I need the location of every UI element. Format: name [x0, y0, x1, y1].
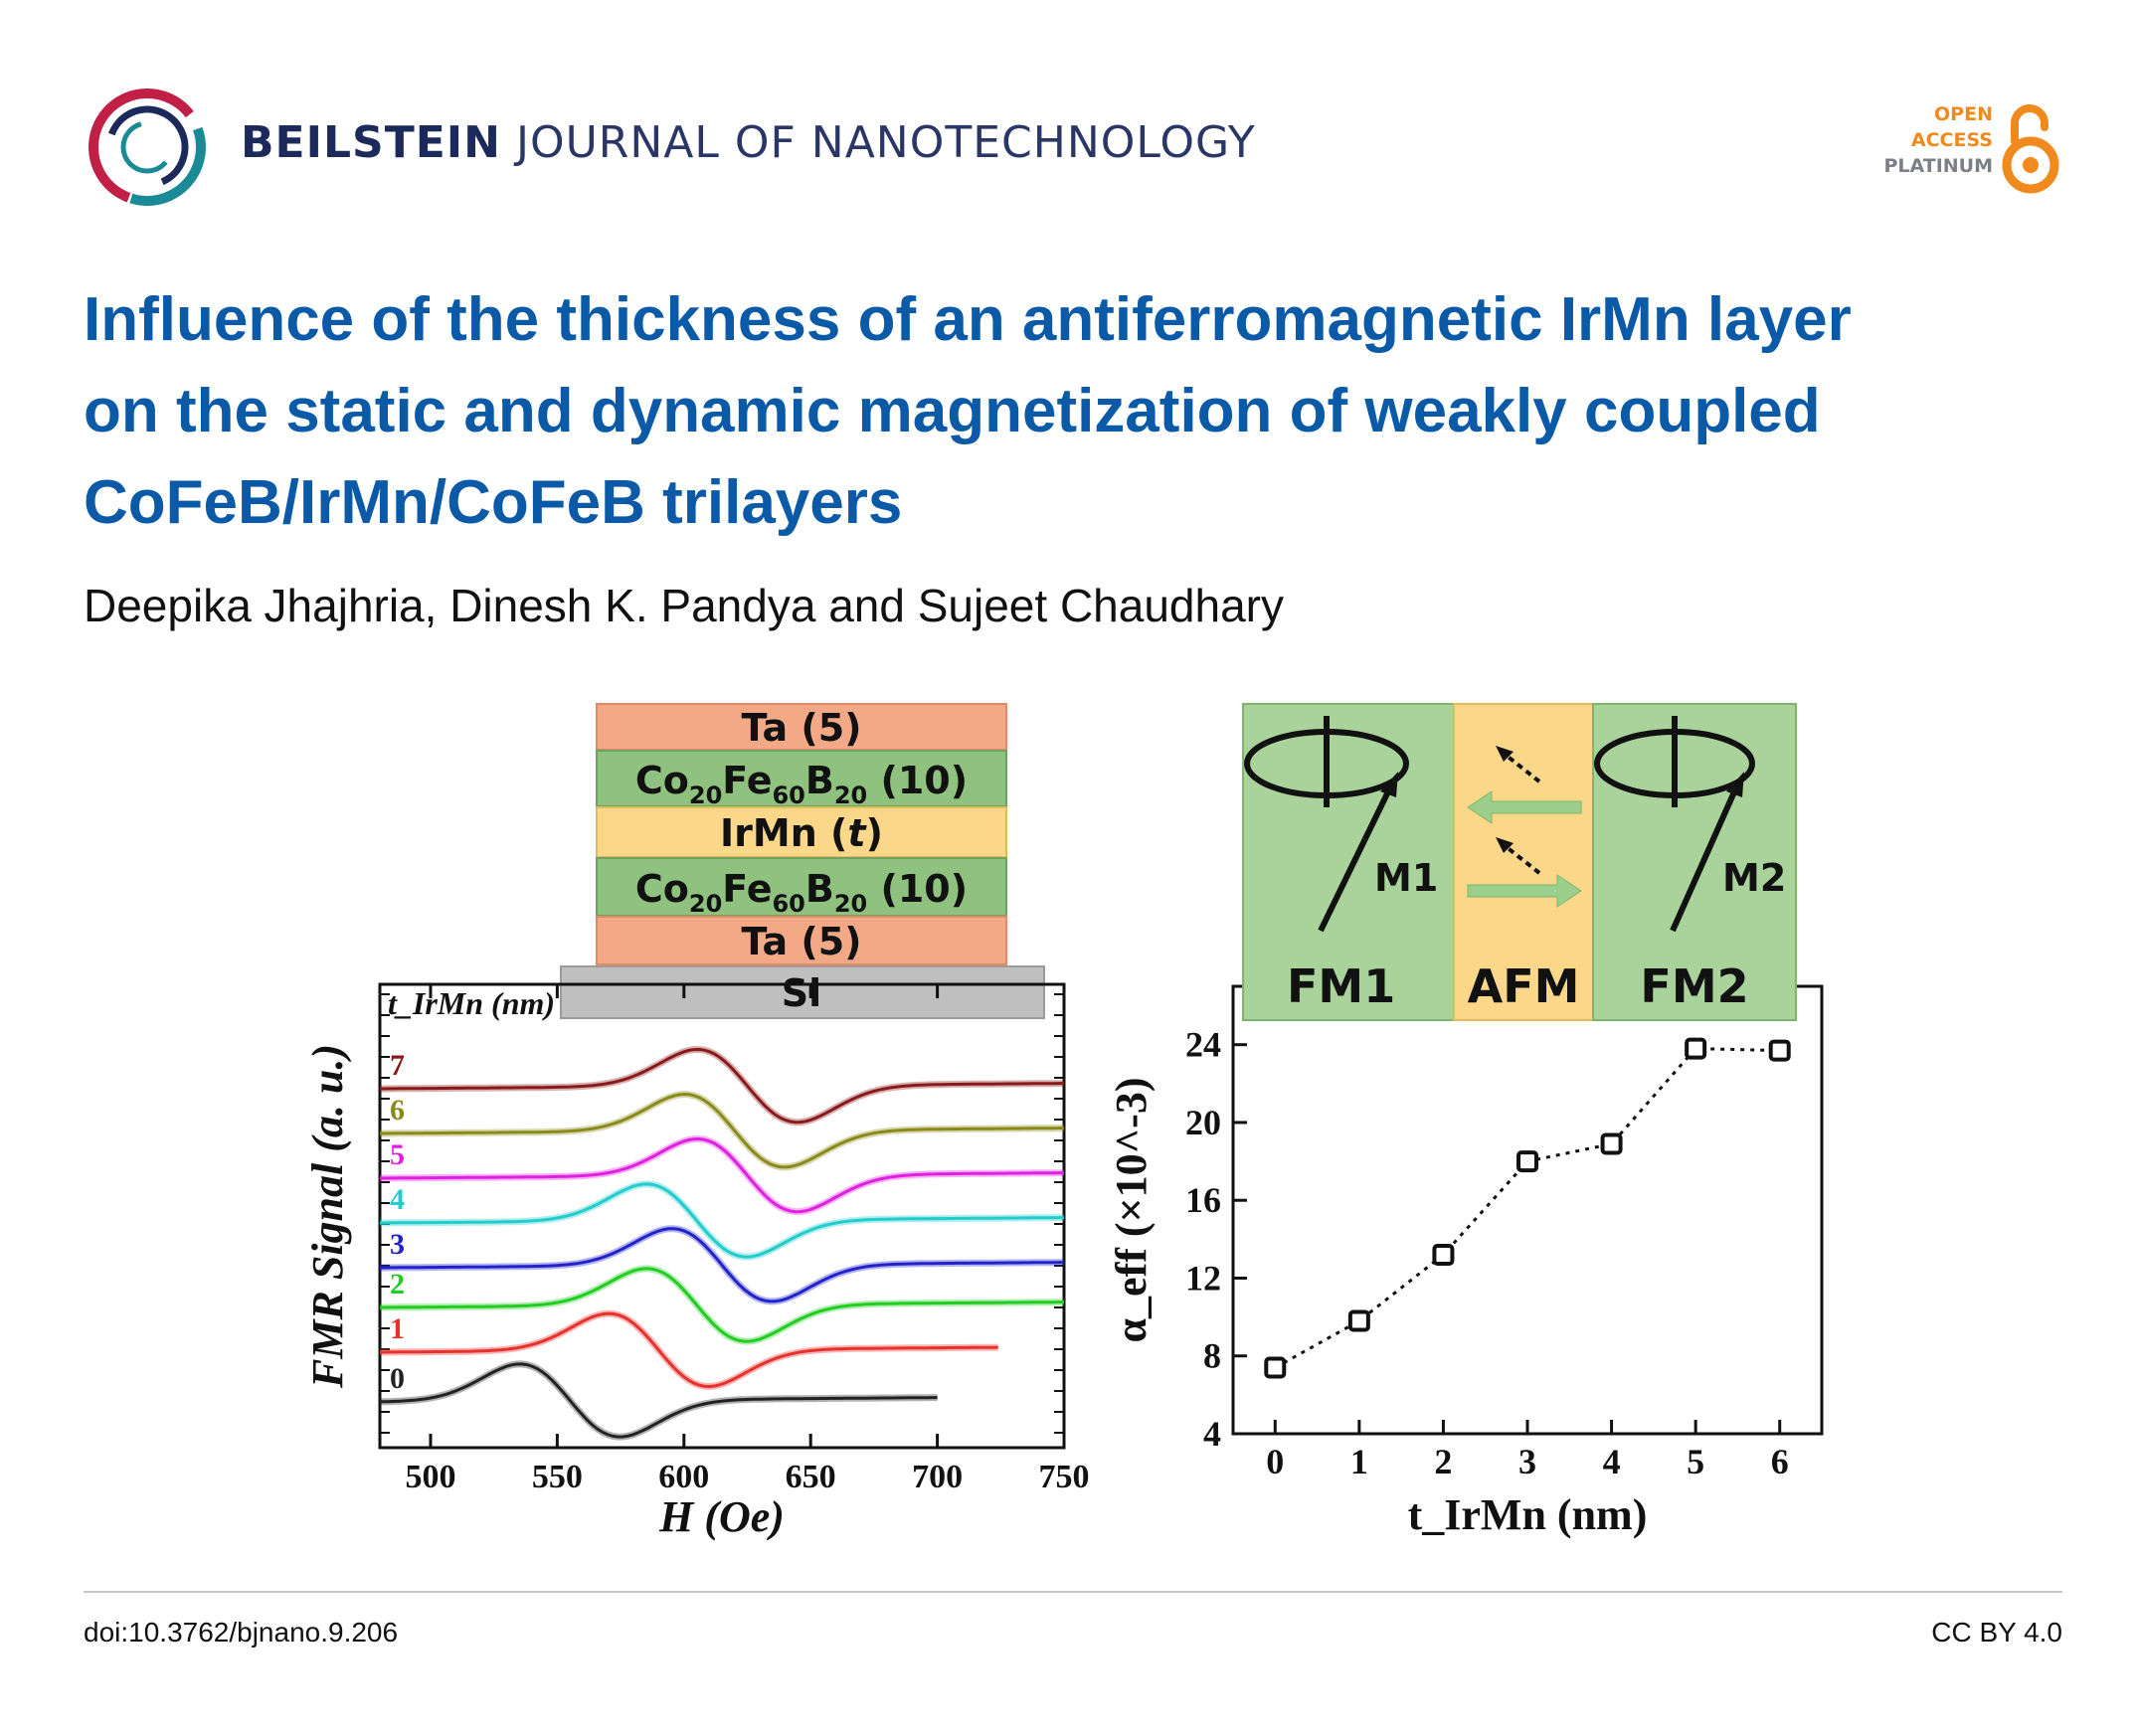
fmr-series-label-5: 5 — [390, 1138, 405, 1171]
alpha-data-point — [1264, 1356, 1287, 1379]
layer-ta-bottom-label: Ta (5) — [741, 920, 861, 963]
fmr-series-label-0: 0 — [390, 1362, 405, 1395]
m2-label: M2 — [1722, 856, 1786, 900]
open-access-badge: OPEN ACCESS PLATINUM — [1873, 97, 2062, 197]
layer-si-label: Si — [782, 971, 821, 1015]
open-access-line-1: OPEN — [1934, 103, 1993, 125]
fmr-series-label-4: 4 — [390, 1183, 405, 1216]
fmr-series-fit-1 — [380, 1311, 998, 1389]
layer-irmn — [596, 806, 1007, 858]
fmr-x-tick-label: 600 — [658, 1459, 709, 1495]
journal-name: BEILSTEIN JOURNAL OF NANOTECHNOLOGY — [241, 117, 1256, 168]
open-access-line-2: ACCESS — [1910, 129, 1993, 151]
alpha-data-point — [1685, 1037, 1707, 1060]
license-label: CC BY 4.0 — [1931, 1617, 2062, 1648]
fmr-x-tick-label: 500 — [405, 1459, 455, 1495]
doi-link[interactable]: doi:10.3762/bjnano.9.206 — [84, 1617, 399, 1648]
alpha-data-point — [1432, 1244, 1455, 1266]
alpha-y-tick-label: 24 — [1185, 1025, 1221, 1065]
fmr-series-fit-2 — [380, 1267, 1064, 1343]
alpha-x-tick-label: 6 — [1771, 1442, 1789, 1481]
alpha-data-point — [1768, 1039, 1791, 1062]
footer-divider — [84, 1591, 2062, 1593]
alpha-y-tick-label: 8 — [1203, 1336, 1221, 1376]
fmr-y-axis-label: FMR Signal (a. u.) — [303, 1044, 352, 1389]
title-line-2: on the static and dynamic magnetization … — [84, 377, 1821, 445]
open-access-line-3: PLATINUM — [1883, 155, 1993, 177]
fmr-series-fit-0 — [379, 1362, 938, 1439]
alpha-x-tick-label: 3 — [1518, 1442, 1536, 1481]
title-line-3: CoFeB/IrMn/CoFeB trilayers — [84, 468, 903, 537]
fmr-x-axis-label: H (Oe) — [658, 1492, 785, 1541]
alpha-x-tick-label: 0 — [1266, 1442, 1284, 1481]
alpha-y-axis-label: α_eff (×10^-3) — [1107, 1078, 1156, 1343]
m2-vector-icon — [1670, 785, 1739, 933]
alpha-x-axis-label: t_IrMn (nm) — [1408, 1490, 1648, 1539]
alpha-y-tick-label: 16 — [1185, 1180, 1221, 1220]
layer-stack: Ta (5) Co20Fe60B20 (10) IrMn (t) Co20Fe6… — [560, 703, 1045, 1019]
schematic-fm2-panel — [1592, 703, 1797, 1021]
layer-cofeb-bottom — [596, 857, 1007, 917]
article-authors: Deepika Jhajhria, Dinesh K. Pandya and S… — [84, 580, 1284, 631]
fmr-plot-frame — [378, 982, 1066, 1450]
fmr-series-label-1: 1 — [390, 1312, 405, 1345]
fmr-series-fit-4 — [380, 1182, 1064, 1259]
fmr-series-raw-6 — [380, 1090, 1064, 1171]
fmr-series-fit-3 — [380, 1227, 1064, 1303]
fmr-series-fit-7 — [380, 1047, 1064, 1125]
fmr-series-label-6: 6 — [390, 1094, 405, 1127]
m1-vector-icon — [1318, 785, 1393, 933]
alpha-data-point — [1516, 1150, 1538, 1173]
layer-ta-bottom — [596, 916, 1007, 965]
m1-label: M1 — [1374, 856, 1438, 900]
layer-cofeb-top — [596, 750, 1007, 807]
fmr-series-label-2: 2 — [390, 1268, 405, 1301]
alpha-x-tick-label: 5 — [1687, 1442, 1704, 1481]
fmr-series-fit-5 — [380, 1136, 1064, 1214]
fmr-series-label-7: 7 — [390, 1049, 405, 1082]
schematic-fm1-panel — [1242, 703, 1455, 1021]
fm1-label: FM1 — [1287, 959, 1395, 1013]
alpha-y-tick-label: 4 — [1203, 1414, 1221, 1454]
alpha-x-tick-label: 1 — [1350, 1442, 1368, 1481]
layer-ta-top-label: Ta (5) — [741, 706, 861, 750]
afm-left-arrow-icon — [1467, 790, 1582, 824]
fmr-series-raw-0 — [379, 1360, 938, 1441]
open-lock-icon — [2002, 104, 2059, 194]
alpha-y-tick-label: 20 — [1185, 1103, 1221, 1142]
graphical-abstract-figure: Ta (5) Co20Fe60B20 (10) IrMn (t) Co20Fe6… — [303, 703, 1824, 1541]
fmr-x-tick-label: 750 — [1039, 1459, 1090, 1495]
title-line-1: Influence of the thickness of an antifer… — [84, 285, 1852, 354]
fmr-legend-title: t_IrMn (nm) — [388, 985, 555, 1021]
journal-header: BEILSTEIN JOURNAL OF NANOTECHNOLOGY OPEN… — [84, 84, 2062, 213]
article-title: Influence of the thickness of an antifer… — [84, 274, 2062, 549]
alpha-data-point — [1600, 1132, 1623, 1155]
fmr-x-tick-label: 700 — [912, 1459, 963, 1495]
fm2-label: FM2 — [1640, 959, 1748, 1013]
beilstein-logo-icon — [89, 88, 206, 206]
alpha-x-tick-label: 4 — [1603, 1442, 1621, 1481]
layer-irmn-label: IrMn (t) — [720, 811, 883, 855]
alpha-x-tick-label: 2 — [1434, 1442, 1452, 1481]
alpha-data-point — [1347, 1309, 1370, 1332]
alpha-y-tick-label: 12 — [1185, 1258, 1221, 1298]
coupling-schematic: M1 FM1 AFM M2 FM2 — [1242, 703, 1797, 1021]
afm-label: AFM — [1468, 959, 1580, 1013]
fmr-series-fit-6 — [380, 1092, 1064, 1169]
schematic-afm-panel — [1453, 703, 1594, 1021]
alpha-plot-frame — [1231, 984, 1824, 1436]
fmr-x-tick-label: 650 — [786, 1459, 836, 1495]
layer-si — [560, 965, 1045, 1019]
fmr-series-label-3: 3 — [390, 1228, 405, 1261]
fmr-x-tick-label: 550 — [532, 1459, 583, 1495]
afm-right-arrow-icon — [1467, 874, 1582, 908]
